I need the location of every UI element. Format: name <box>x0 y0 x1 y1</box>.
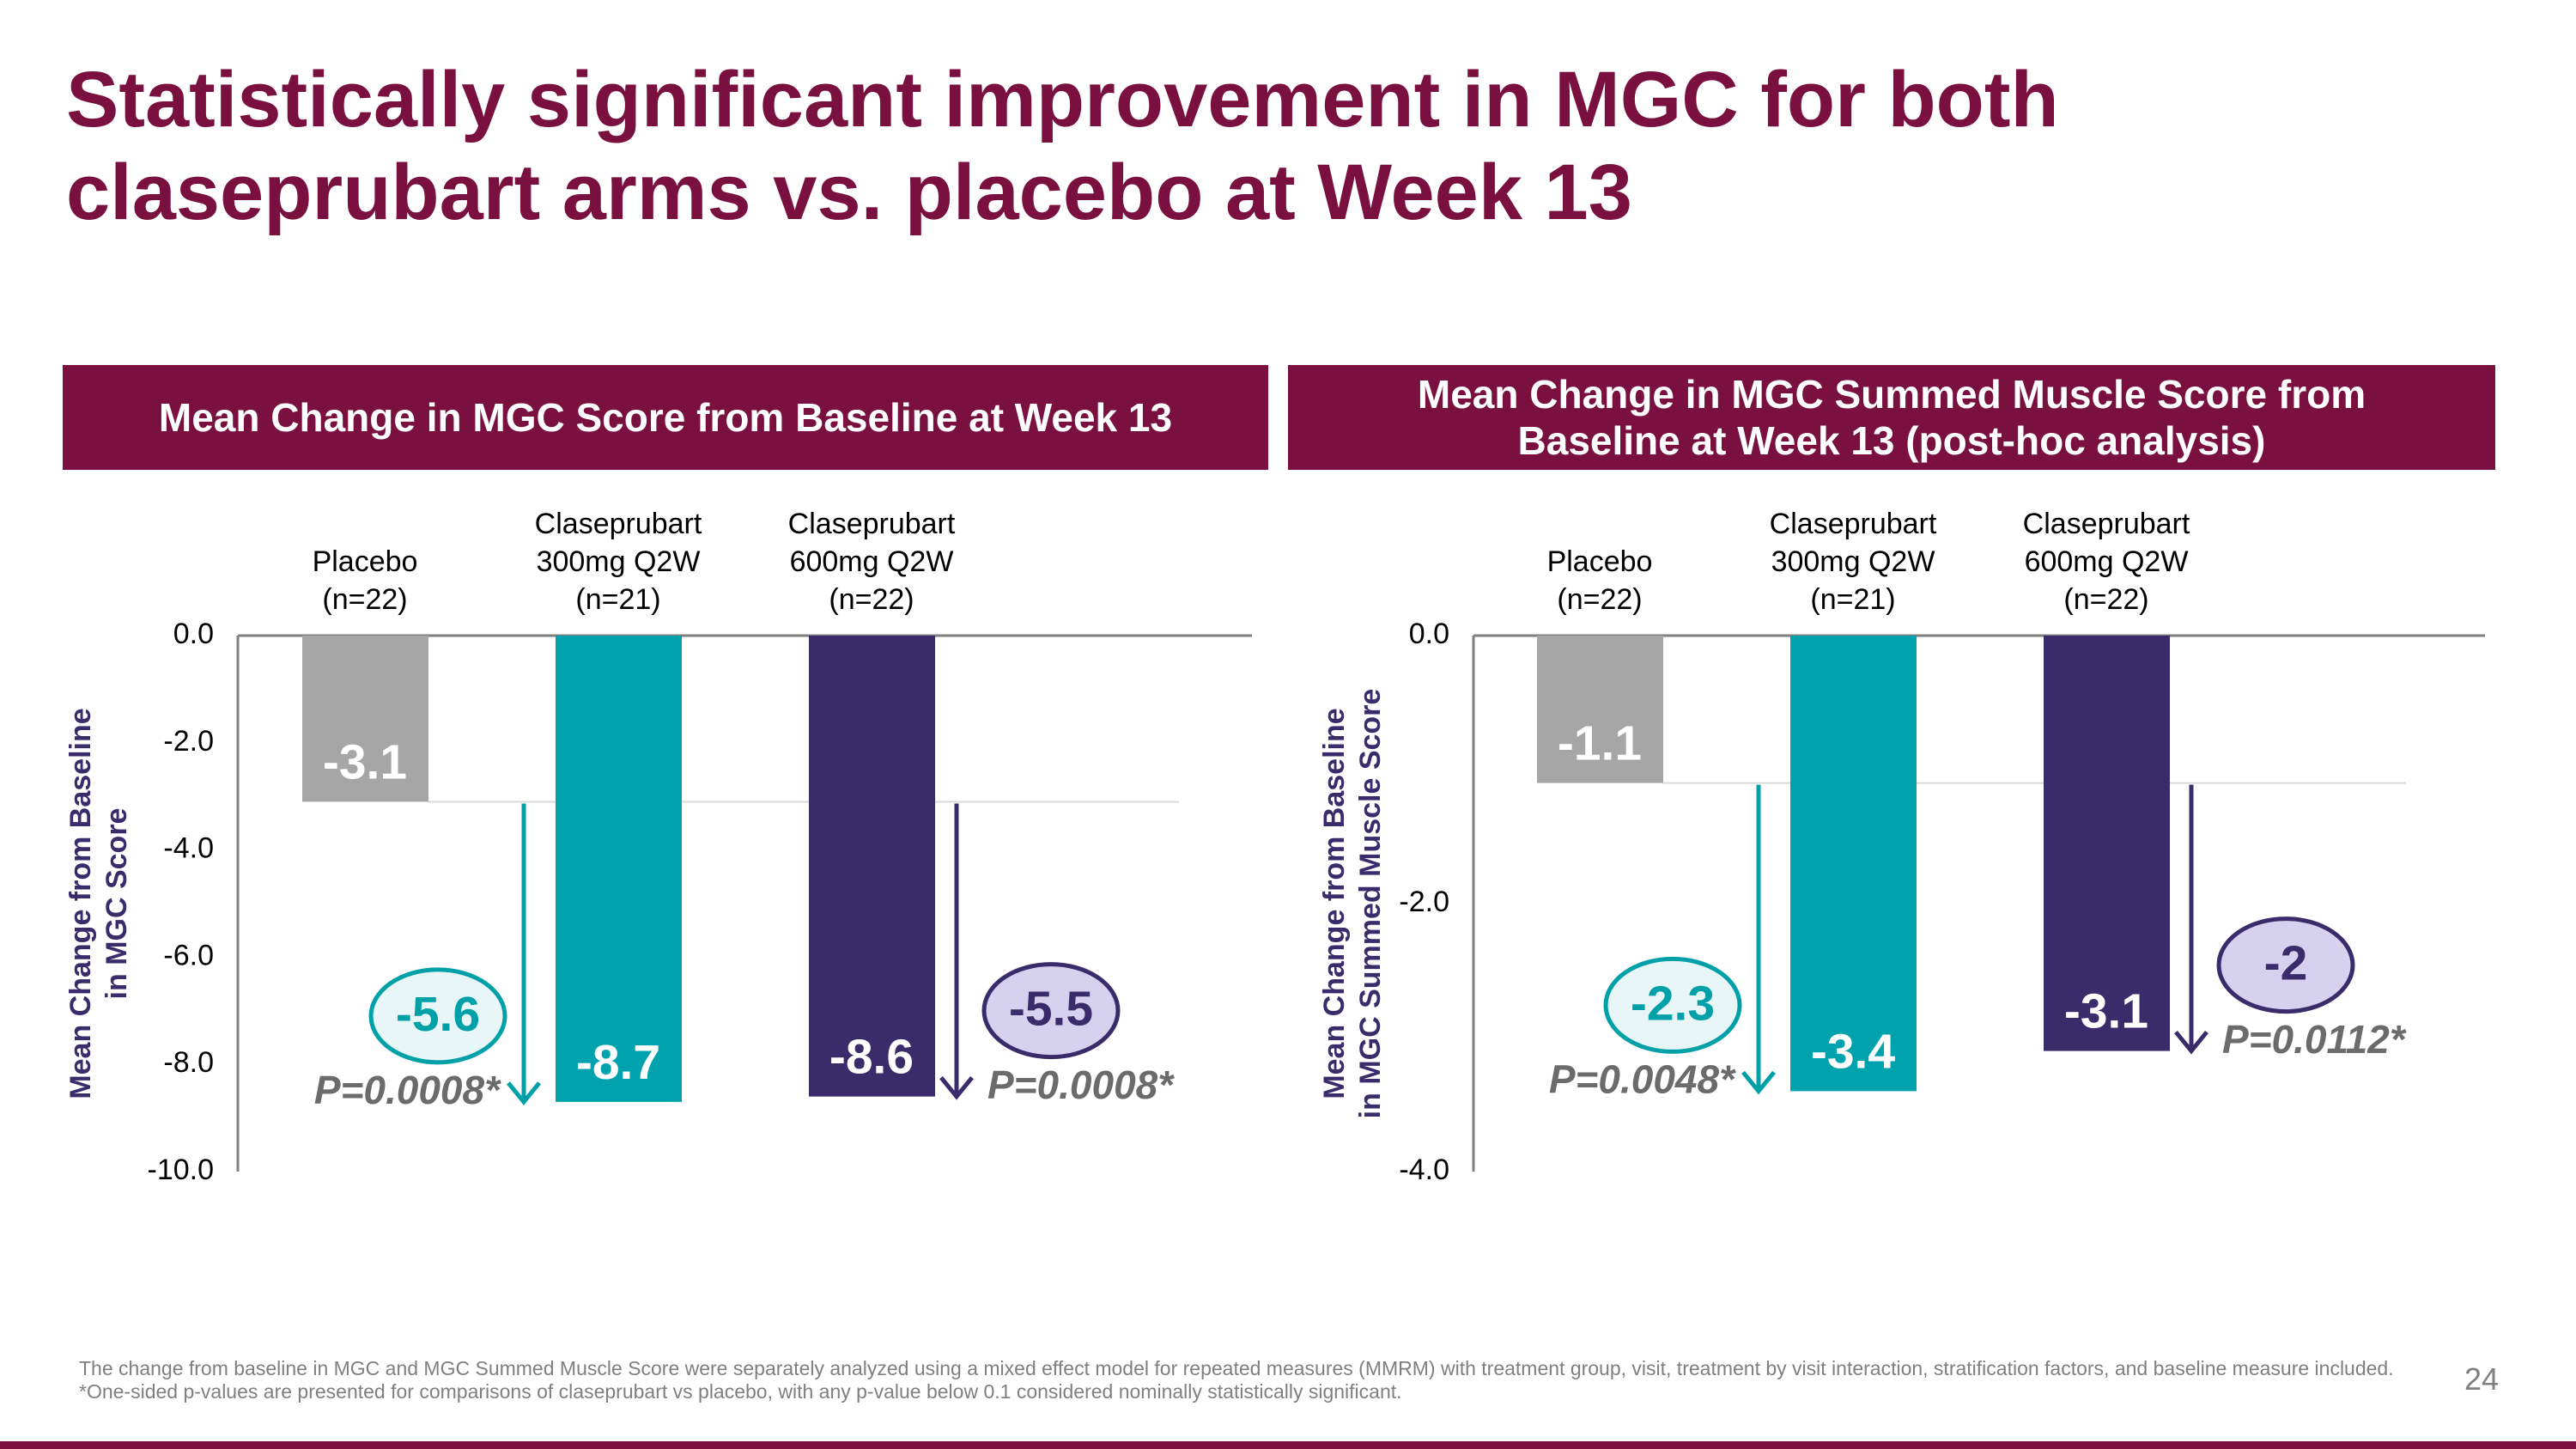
difference-label: -2 <box>2264 936 2308 991</box>
footnote: *One-sided p-values are presented for co… <box>79 1380 1402 1403</box>
category-label: (n=22) <box>1557 583 1642 616</box>
y-axis-label: in MGC Summed Muscle Score <box>1354 689 1387 1119</box>
y-tick-label: 0.0 <box>173 618 214 650</box>
page-number: 24 <box>2464 1361 2500 1397</box>
bottom-bar <box>0 1441 2576 1449</box>
y-axis-label: Mean Change from Baseline <box>1318 708 1351 1099</box>
p-value-label: P=0.0112* <box>2222 1017 2407 1062</box>
y-tick-label: -8.0 <box>163 1046 214 1079</box>
value-label: -8.6 <box>829 1030 914 1085</box>
category-label: 600mg Q2W <box>790 545 954 578</box>
difference-bubble <box>2216 916 2355 1014</box>
category-label: (n=22) <box>322 583 407 616</box>
value-label: -3.4 <box>1811 1024 1896 1079</box>
slide-title: Statistically significant improvement in… <box>66 56 2059 236</box>
p-value-label: P=0.0048* <box>1549 1057 1736 1102</box>
category-label: Claseprubart <box>2023 508 2190 540</box>
bar <box>2044 636 2170 1051</box>
y-axis-label: Mean Change from Baseline <box>64 708 97 1099</box>
category-label: 300mg Q2W <box>537 545 701 578</box>
y-tick-label: -10.0 <box>148 1154 215 1186</box>
value-label: -8.7 <box>576 1035 660 1090</box>
y-tick-label: -2.0 <box>1399 886 1449 918</box>
chart-header: Mean Change in MGC Score from Baseline a… <box>63 365 1268 470</box>
y-tick-label: -4.0 <box>163 832 214 865</box>
bar <box>302 636 428 802</box>
bar <box>556 636 682 1102</box>
difference-label: -5.6 <box>396 987 480 1042</box>
charts: 0.0 -2.0 -4.0 -6.0 -8.0 -10.0 Mean Change from… <box>64 508 2485 1186</box>
chart-header: Mean Change in MGC Summed Muscle Score f… <box>1288 365 2495 470</box>
bar <box>1537 636 1663 783</box>
category-label: Claseprubart <box>1770 508 1937 540</box>
category-label: Claseprubart <box>535 508 702 540</box>
category-label: (n=22) <box>2063 583 2148 616</box>
difference-bubble <box>368 967 507 1065</box>
difference-bubble <box>1603 956 1742 1054</box>
y-axis-label: in MGC Score <box>100 808 133 1000</box>
category-label: (n=21) <box>1810 583 1895 616</box>
y-tick-label: -6.0 <box>163 939 214 971</box>
category-label: 300mg Q2W <box>1771 545 1935 578</box>
difference-label: -2.3 <box>1631 976 1715 1031</box>
category-label: Placebo <box>313 545 418 578</box>
value-label: -3.1 <box>2064 984 2148 1039</box>
category-label: Placebo <box>1547 545 1653 578</box>
p-value-label: P=0.0008* <box>314 1068 501 1112</box>
footnote: The change from baseline in MGC and MGC … <box>79 1357 2394 1379</box>
category-label: 600mg Q2W <box>2025 545 2189 578</box>
arrow-head <box>2174 1031 2208 1055</box>
y-tick-label: -4.0 <box>1399 1154 1449 1186</box>
bar <box>809 636 935 1097</box>
arrow-head <box>939 1076 974 1100</box>
p-value-label: P=0.0008* <box>987 1062 1175 1107</box>
difference-label: -5.5 <box>1009 982 1093 1037</box>
bar <box>1790 636 1917 1092</box>
difference-bubble <box>981 962 1121 1060</box>
y-tick-label: 0.0 <box>1409 618 1449 650</box>
y-tick-label: -2.0 <box>163 725 214 758</box>
arrow-head <box>507 1081 541 1105</box>
category-label: (n=21) <box>575 583 660 616</box>
value-label: -1.1 <box>1558 716 1642 771</box>
footnotes: The change from baseline in MGC and MGC … <box>79 1357 2432 1403</box>
value-label: -3.1 <box>323 735 407 790</box>
category-label: Claseprubart <box>788 508 956 540</box>
arrow-head <box>1741 1070 1776 1095</box>
category-label: (n=22) <box>829 583 914 616</box>
